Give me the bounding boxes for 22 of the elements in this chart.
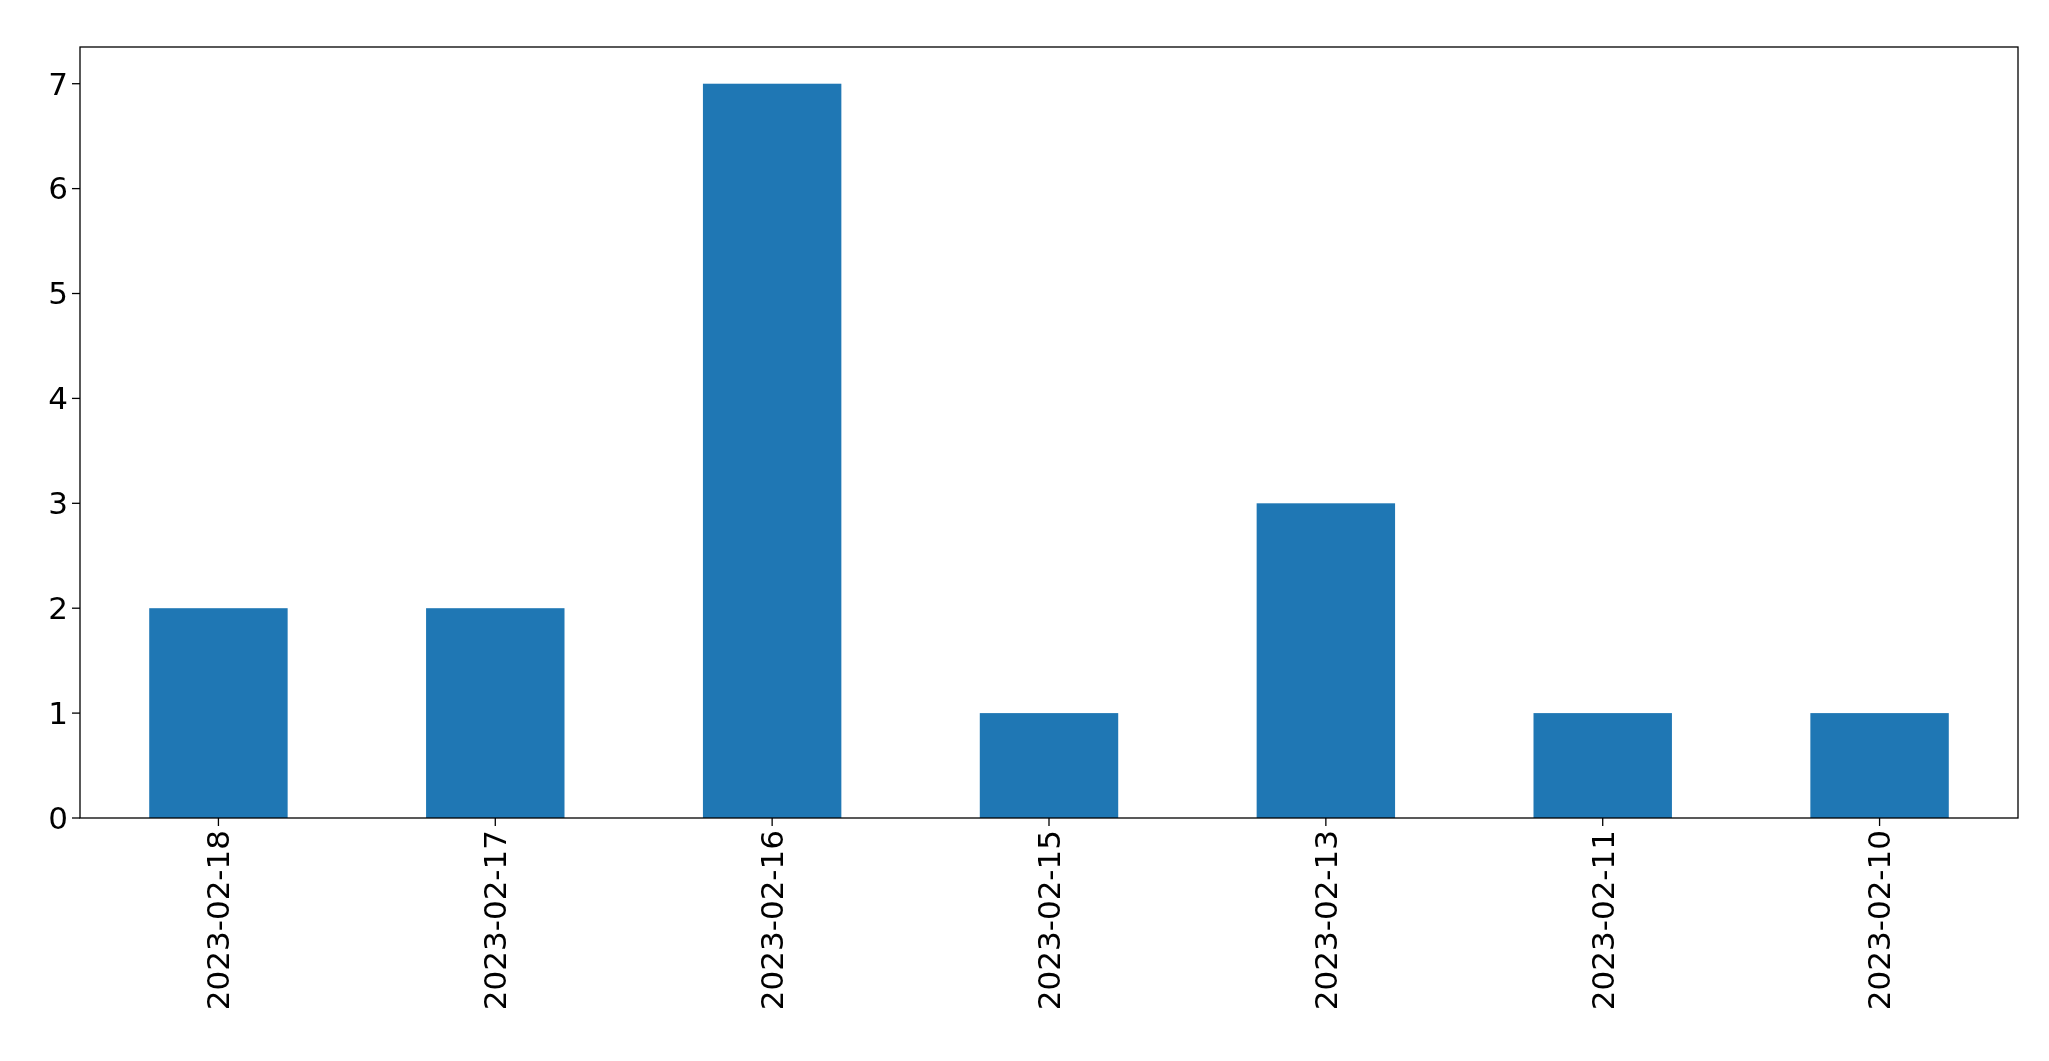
y-tick-label: 7 bbox=[48, 65, 68, 102]
bar bbox=[979, 713, 1119, 818]
x-tick-label: 2023-02-11 bbox=[1584, 830, 1621, 1011]
bar bbox=[1810, 713, 1949, 818]
y-tick-label: 3 bbox=[48, 485, 68, 522]
bar bbox=[149, 608, 288, 818]
x-tick-label: 2023-02-18 bbox=[200, 830, 237, 1011]
y-tick-label: 0 bbox=[48, 799, 68, 836]
x-tick-label: 2023-02-10 bbox=[1861, 830, 1898, 1011]
bar bbox=[1533, 713, 1672, 818]
bar bbox=[426, 608, 565, 818]
x-tick-label: 2023-02-13 bbox=[1307, 830, 1344, 1011]
y-tick-label: 1 bbox=[48, 694, 68, 731]
y-tick-label: 6 bbox=[48, 170, 68, 207]
y-tick-label: 4 bbox=[48, 380, 68, 417]
x-tick-label: 2023-02-16 bbox=[753, 830, 790, 1011]
x-tick-label: 2023-02-17 bbox=[477, 830, 514, 1011]
y-tick-label: 5 bbox=[48, 275, 68, 312]
y-tick-label: 2 bbox=[48, 590, 68, 627]
bar bbox=[1256, 503, 1396, 818]
x-tick-label: 2023-02-15 bbox=[1030, 830, 1067, 1011]
bar bbox=[702, 83, 842, 818]
